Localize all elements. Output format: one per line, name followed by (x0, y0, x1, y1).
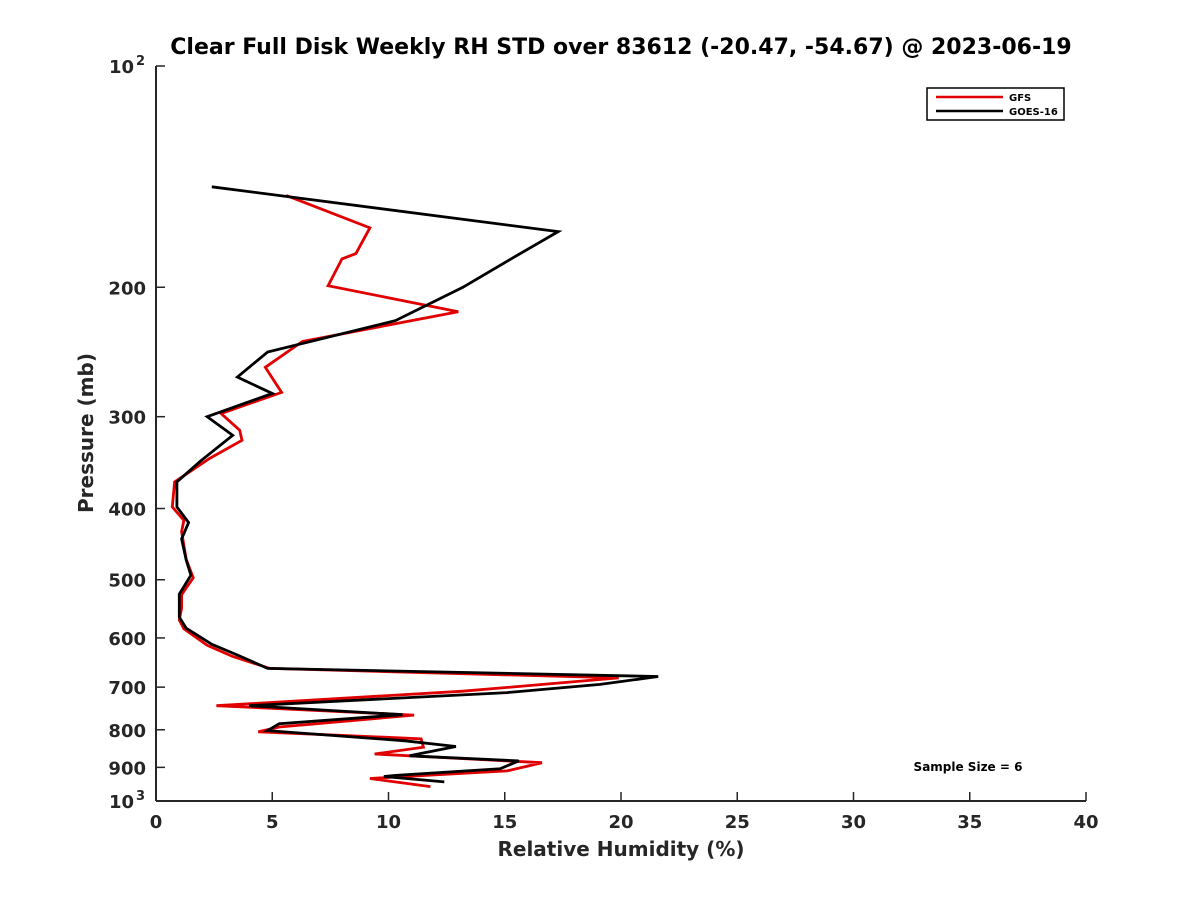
y-tick-label: 200 (108, 278, 146, 299)
y-axis-label: Pressure (mb) (74, 353, 98, 513)
legend-box (926, 87, 1065, 121)
y-tick-exponent: 3 (136, 789, 145, 804)
y-tick-label: 900 (108, 758, 146, 779)
x-tick-label: 0 (150, 812, 163, 833)
x-tick-label: 35 (957, 812, 982, 833)
series-line-goes16 (175, 185, 659, 784)
y-tick-label: 500 (108, 571, 146, 592)
legend-label-goes16: GOES-16 (1009, 107, 1058, 118)
x-axis-ticks: 0 5 10 15 20 25 30 35 40 (150, 792, 1099, 833)
x-tick-label: 5 (266, 812, 279, 833)
y-tick-label: 400 (108, 500, 146, 521)
legend-label-gfs: GFS (1009, 93, 1031, 104)
y-tick-exponent: 2 (136, 54, 145, 69)
x-tick-label: 40 (1073, 812, 1098, 833)
x-tick-label: 20 (608, 812, 633, 833)
legend: GFS GOES-16 (926, 87, 1065, 121)
y-tick-label: 10 (109, 57, 134, 78)
x-tick-label: 15 (492, 812, 517, 833)
x-tick-label: 30 (841, 812, 866, 833)
y-tick-label: 700 (108, 678, 146, 699)
y-tick-label: 300 (108, 408, 146, 429)
y-tick-label: 800 (108, 721, 146, 742)
y-tick-label: 10 (109, 792, 134, 813)
series-line-gfs (170, 194, 619, 788)
sample-size-annotation: Sample Size = 6 (914, 760, 1023, 774)
y-tick-label: 600 (108, 629, 146, 650)
x-tick-label: 25 (725, 812, 750, 833)
x-tick-label: 10 (376, 812, 401, 833)
chart-title: Clear Full Disk Weekly RH STD over 83612… (170, 35, 1071, 60)
plot-lines (170, 185, 659, 788)
x-axis-label: Relative Humidity (%) (497, 837, 744, 861)
